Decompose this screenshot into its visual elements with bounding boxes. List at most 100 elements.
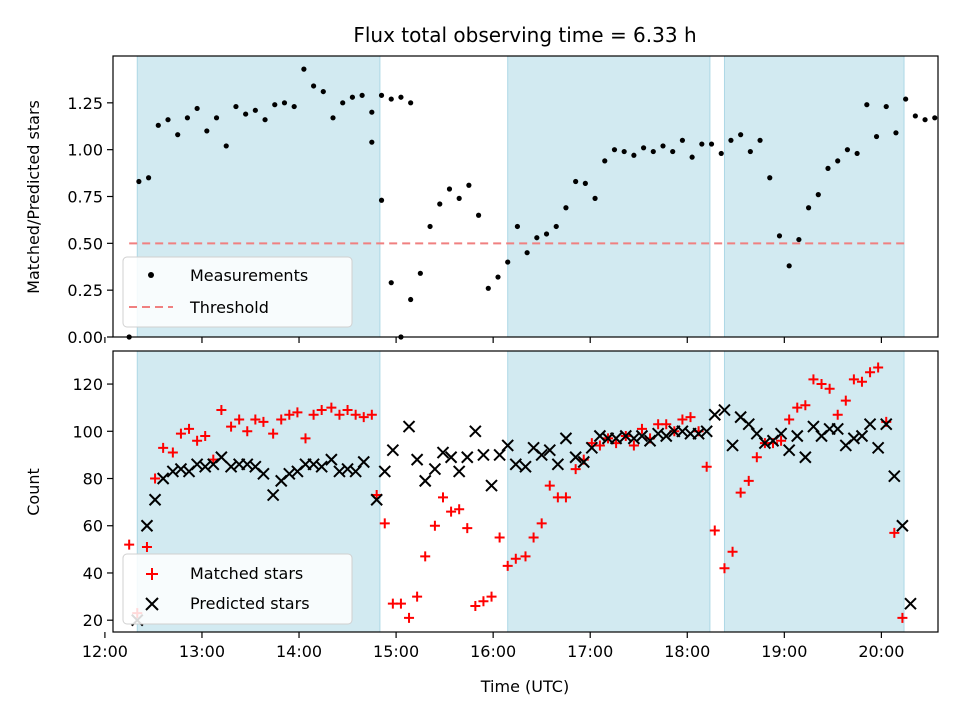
y-tick-label: 120	[72, 375, 103, 394]
predicted-star-point	[855, 429, 869, 443]
observing-bands	[136, 350, 905, 633]
measurement-point	[893, 130, 899, 136]
measurement-point	[864, 102, 870, 108]
measurement-point	[543, 231, 550, 237]
bottom-axes-frame	[112, 350, 939, 633]
matched-star-point	[184, 423, 195, 434]
legend-matched-marker	[146, 568, 158, 580]
matched-star-point	[308, 409, 319, 420]
measurement-point	[456, 195, 462, 201]
measurement-point	[747, 148, 753, 155]
x-tick-label: 18:00	[664, 642, 710, 661]
predicted-star-point	[543, 443, 556, 457]
predicted-star-point	[224, 460, 238, 473]
measurement-point	[475, 212, 482, 218]
legend-threshold-label: Threshold	[189, 298, 269, 317]
predicted-star-point	[569, 451, 582, 464]
measurement-point	[233, 103, 239, 110]
matched-star-point	[358, 412, 369, 423]
measurement-point	[650, 148, 656, 155]
matched-star-point	[379, 518, 390, 529]
bottom-y-axis: 20 40 60 80 100 120	[72, 375, 113, 630]
measurement-point	[514, 223, 521, 230]
matched-star-point	[685, 412, 696, 423]
predicted-star-point	[799, 451, 812, 464]
predicted-star-point	[577, 455, 590, 469]
measurement-point	[145, 175, 152, 181]
predicted-star-point	[148, 493, 162, 506]
predicted-star-point	[333, 465, 346, 478]
matched-star-point	[470, 601, 481, 612]
measurement-point	[437, 201, 443, 207]
predicted-star-point	[593, 429, 607, 443]
measurement-point	[281, 100, 288, 106]
matched-star-point	[292, 407, 303, 418]
measurement-point	[340, 100, 346, 106]
predicted-star-point	[156, 472, 170, 485]
matched-star-point	[661, 419, 672, 430]
matched-star-point	[200, 431, 211, 442]
measurement-point	[640, 145, 647, 151]
x-tick-label: 16:00	[470, 642, 516, 661]
matched-star-point	[494, 532, 505, 543]
predicted-star-point	[428, 462, 442, 476]
predicted-star-point	[436, 446, 450, 459]
predicted-star-point	[896, 519, 909, 532]
measurement-point	[708, 141, 715, 147]
predicted-star-point	[174, 462, 188, 476]
y-tick-label: 80	[83, 470, 103, 489]
matched-star-point	[502, 560, 513, 571]
predicted-star-point	[357, 455, 370, 469]
measurement-point	[776, 233, 783, 239]
matched-star-point	[560, 492, 571, 503]
measurement-point	[417, 270, 423, 276]
predicted-star-point	[469, 425, 482, 438]
predicted-star-point	[418, 474, 432, 488]
matched-star-point	[446, 506, 457, 517]
predicted-star-point	[651, 427, 665, 440]
matched-star-point	[570, 464, 581, 475]
matched-star-point	[124, 539, 135, 550]
predicted-star-point	[370, 493, 383, 506]
measurement-point	[388, 96, 394, 102]
y-tick-label: 0.75	[67, 188, 103, 207]
measurement-point	[563, 205, 569, 211]
bottom-legend-box	[122, 553, 353, 625]
matched-star-point	[438, 492, 448, 503]
y-tick-label: 1.00	[67, 141, 103, 160]
measurement-point	[505, 259, 511, 265]
measurement-point	[175, 132, 181, 138]
matched-star-point	[544, 480, 555, 491]
matched-star-point	[677, 414, 688, 425]
matched-star-point	[816, 379, 827, 390]
matched-star-point	[175, 428, 186, 439]
matched-star-point	[366, 409, 377, 420]
matched-star-point	[350, 409, 361, 420]
measurement-point	[912, 113, 918, 119]
predicted-star-point	[325, 453, 338, 466]
y-tick-label: 0.00	[67, 328, 103, 347]
matched-star-point	[528, 532, 539, 543]
predicted-star-point	[660, 429, 673, 443]
measurement-point	[369, 139, 375, 145]
observing-band	[723, 55, 905, 338]
measurement-point	[699, 141, 705, 147]
measurement-point	[262, 117, 268, 123]
predicted-star-point	[241, 458, 254, 471]
matched-star-point	[536, 518, 547, 529]
predicted-star-point	[215, 451, 228, 464]
matched-star-point	[856, 376, 867, 387]
predicted-star-point	[718, 403, 731, 417]
measurement-point	[689, 154, 695, 160]
predicted-star-point	[791, 429, 804, 443]
predicted-star-point	[904, 597, 917, 610]
measurement-point	[408, 100, 414, 106]
predicted-star-point	[863, 417, 877, 431]
top-legend: Measurements Threshold	[122, 256, 353, 328]
matched-star-point	[158, 442, 169, 453]
measurement-point	[223, 143, 229, 149]
measurement-point	[524, 250, 530, 256]
observing-band	[723, 350, 905, 633]
x-tick-label: 20:00	[858, 642, 904, 661]
